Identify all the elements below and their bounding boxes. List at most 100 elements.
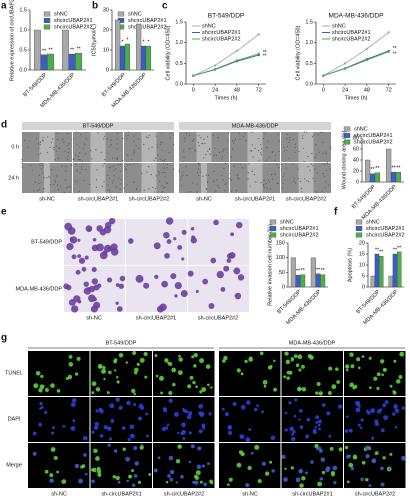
cell bbox=[163, 167, 165, 169]
cell bbox=[237, 274, 245, 281]
cell bbox=[319, 477, 323, 481]
cell bbox=[267, 140, 269, 142]
y-tick-label: 0.0 bbox=[305, 81, 313, 87]
legend-swatch bbox=[343, 133, 351, 138]
cell bbox=[128, 474, 133, 479]
cell bbox=[232, 401, 237, 406]
cell bbox=[283, 146, 285, 149]
cell bbox=[163, 187, 165, 189]
micrograph bbox=[90, 397, 152, 442]
bar bbox=[370, 275, 376, 288]
row-label: 0 h bbox=[11, 144, 19, 150]
cell bbox=[79, 172, 81, 174]
cell bbox=[360, 418, 364, 422]
cell bbox=[116, 375, 119, 379]
cell bbox=[247, 465, 252, 471]
cell bbox=[297, 177, 300, 180]
cell bbox=[143, 351, 148, 357]
point bbox=[322, 74, 325, 77]
bar bbox=[374, 172, 381, 183]
cell bbox=[392, 412, 396, 416]
cell bbox=[234, 163, 236, 165]
cell bbox=[222, 150, 224, 152]
y-tick-label: 0.5 bbox=[305, 61, 313, 67]
cell bbox=[182, 174, 185, 176]
cell bbox=[312, 429, 317, 435]
legend-label: shcircUBAP2#1 bbox=[332, 30, 371, 36]
cell bbox=[178, 357, 183, 362]
cell bbox=[357, 423, 361, 427]
cell bbox=[43, 177, 45, 179]
legend-label: shcircUBAP2#1 bbox=[280, 226, 319, 232]
cell bbox=[49, 184, 51, 186]
cell bbox=[293, 180, 295, 183]
cell bbox=[370, 408, 376, 414]
cell bbox=[194, 480, 199, 485]
wound-gap bbox=[247, 163, 263, 193]
cell-line-label: MDA-MB-436/DDP bbox=[232, 123, 279, 129]
cell bbox=[154, 191, 156, 193]
cell bbox=[376, 372, 381, 377]
cell bbox=[159, 144, 161, 146]
cell bbox=[263, 132, 265, 134]
cell bbox=[371, 458, 377, 464]
cell bbox=[91, 278, 98, 285]
legend-label: shNC bbox=[54, 11, 68, 17]
cell bbox=[68, 362, 74, 367]
y-tick-label: 1.0 bbox=[19, 27, 27, 33]
column-label: sh-NC bbox=[39, 196, 55, 202]
cell bbox=[165, 182, 167, 184]
cell bbox=[294, 151, 296, 153]
cell bbox=[99, 434, 104, 438]
cell bbox=[97, 363, 103, 369]
cell bbox=[161, 171, 164, 174]
cell bbox=[176, 431, 180, 435]
cell bbox=[303, 131, 305, 133]
cell bbox=[95, 387, 101, 392]
row-label: Merge bbox=[6, 462, 22, 468]
x-tick-label: 24 bbox=[342, 87, 348, 93]
cell bbox=[228, 132, 230, 134]
y-tick-label: 30 bbox=[103, 7, 109, 13]
y-tick-label: 1.5 bbox=[19, 7, 27, 13]
cell bbox=[292, 138, 294, 140]
cell bbox=[39, 407, 42, 410]
cell bbox=[77, 299, 82, 304]
cell bbox=[288, 158, 290, 160]
micrograph bbox=[28, 397, 90, 442]
cell bbox=[202, 175, 204, 177]
cell bbox=[319, 131, 322, 133]
cell bbox=[50, 169, 53, 171]
cell bbox=[326, 411, 331, 416]
cell bbox=[238, 178, 240, 180]
cell bbox=[304, 178, 306, 180]
y-tick-label: 0 bbox=[356, 179, 359, 185]
cell bbox=[212, 135, 214, 137]
cell bbox=[231, 148, 233, 150]
cell bbox=[155, 135, 157, 137]
cell bbox=[236, 221, 243, 229]
bar bbox=[395, 171, 402, 183]
cell bbox=[356, 357, 361, 362]
cell bbox=[329, 446, 334, 451]
cell bbox=[293, 414, 297, 418]
cell bbox=[165, 480, 169, 484]
cell bbox=[318, 419, 323, 424]
cell bbox=[163, 231, 170, 239]
cell bbox=[216, 154, 218, 157]
cell bbox=[96, 169, 98, 171]
cell bbox=[312, 177, 314, 179]
cell bbox=[210, 386, 213, 389]
cell bbox=[39, 141, 41, 143]
cell bbox=[200, 137, 202, 139]
cell bbox=[298, 468, 304, 474]
cell bbox=[310, 460, 314, 464]
cell bbox=[120, 178, 122, 181]
cell bbox=[118, 177, 120, 179]
cell bbox=[84, 169, 87, 171]
cell bbox=[208, 174, 210, 176]
cell bbox=[379, 359, 385, 364]
bar bbox=[300, 274, 306, 288]
cell bbox=[309, 169, 311, 171]
cell bbox=[118, 405, 123, 410]
